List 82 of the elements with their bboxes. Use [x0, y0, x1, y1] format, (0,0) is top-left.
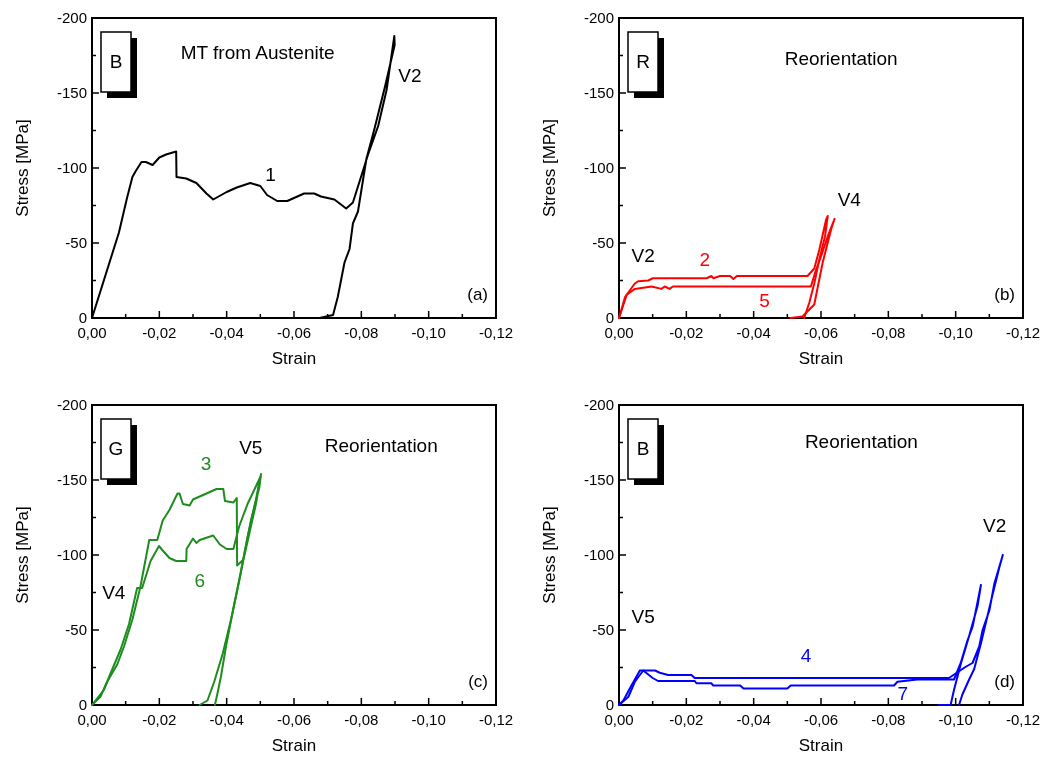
annotation: V5 [239, 436, 263, 458]
x-tick-label: -0,10 [411, 324, 446, 341]
x-tick-label: -0,10 [938, 324, 973, 341]
y-tick-label: -200 [56, 396, 87, 413]
y-tick-label: -100 [56, 546, 87, 563]
series-label: 3 [200, 453, 212, 475]
y-axis-title: Stress [MPa] [13, 119, 32, 217]
text: Reorientation [784, 48, 898, 70]
annotation: V4 [837, 189, 862, 211]
series-label: 6 [194, 570, 206, 592]
y-tick-label: -200 [583, 396, 614, 413]
y-tick-label: -150 [56, 84, 87, 101]
y-tick-label: -50 [592, 621, 614, 638]
y-axis-title: Stress [MPa] [540, 506, 559, 604]
series-label: 4 [800, 645, 812, 667]
y-tick-label: -50 [592, 234, 614, 251]
x-tick-label: -0,06 [803, 324, 839, 341]
annotation: V2 [398, 64, 422, 86]
x-tick-label: -0,10 [411, 711, 446, 728]
y-tick-label: 0 [605, 309, 614, 326]
annotation: V2 [983, 514, 1007, 536]
x-tick-label: -0,04 [209, 324, 244, 341]
text: R [636, 51, 650, 72]
x-tick-label: -0,02 [142, 324, 177, 341]
y-tick-label: -150 [583, 471, 614, 488]
series-label: 5 [759, 289, 770, 311]
y-tick-label: -50 [65, 234, 87, 251]
x-tick-label: -0,12 [1005, 711, 1041, 728]
y-tick-label: -100 [583, 546, 614, 563]
x-axis-title: Strain [798, 736, 844, 755]
y-tick-label: 0 [605, 696, 614, 713]
x-tick-label: -0,02 [669, 711, 704, 728]
y-tick-label: -200 [56, 9, 87, 26]
x-tick-label: -0,06 [276, 711, 312, 728]
x-tick-label: 0,00 [77, 324, 107, 341]
text: B [636, 438, 650, 459]
annotation: (c) [468, 672, 488, 691]
y-tick-label: -100 [56, 159, 87, 176]
text: G [108, 438, 124, 459]
text: B [109, 51, 123, 72]
annotation: (a) [467, 285, 488, 304]
x-tick-label: -0,10 [938, 711, 973, 728]
x-tick-label: 0,00 [604, 324, 634, 341]
series-label: 1 [265, 163, 276, 185]
x-tick-label: 0,00 [77, 711, 107, 728]
y-tick-label: -150 [583, 84, 614, 101]
x-axis-title: Strain [271, 736, 317, 755]
y-axis-title: Stress [MPA] [540, 119, 559, 217]
x-tick-label: -0,04 [209, 711, 244, 728]
x-axis-title: Strain [798, 349, 844, 368]
x-tick-label: -0,12 [478, 711, 514, 728]
x-tick-label: -0,12 [1005, 324, 1041, 341]
x-tick-label: -0,02 [669, 324, 704, 341]
x-tick-label: -0,08 [871, 324, 906, 341]
x-tick-label: -0,06 [803, 711, 839, 728]
x-tick-label: -0,02 [142, 711, 177, 728]
text: MT from Austenite [180, 42, 335, 64]
x-tick-label: -0,06 [276, 324, 312, 341]
annotation: V2 [631, 244, 655, 266]
y-tick-label: -150 [56, 471, 87, 488]
x-tick-label: -0,12 [478, 324, 514, 341]
y-tick-label: -100 [583, 159, 614, 176]
annotation: (b) [994, 285, 1015, 304]
y-tick-label: 0 [78, 309, 87, 326]
annotation: V5 [631, 606, 655, 628]
y-tick-label: -200 [583, 9, 614, 26]
series-label: 2 [699, 249, 711, 271]
annotation: V4 [102, 582, 126, 604]
text: Reorientation [324, 435, 438, 457]
annotation: (d) [994, 672, 1015, 691]
x-axis-title: Strain [271, 349, 317, 368]
x-tick-label: -0,08 [344, 324, 379, 341]
x-tick-label: -0,08 [871, 711, 906, 728]
x-tick-label: -0,08 [344, 711, 379, 728]
x-tick-label: -0,04 [736, 324, 771, 341]
x-tick-label: -0,04 [736, 711, 771, 728]
y-tick-label: 0 [78, 696, 87, 713]
text: Reorientation [804, 430, 918, 452]
series-label: 7 [897, 683, 909, 705]
y-tick-label: -50 [65, 621, 87, 638]
x-tick-label: 0,00 [604, 711, 634, 728]
y-axis-title: Stress [MPa] [13, 506, 32, 604]
